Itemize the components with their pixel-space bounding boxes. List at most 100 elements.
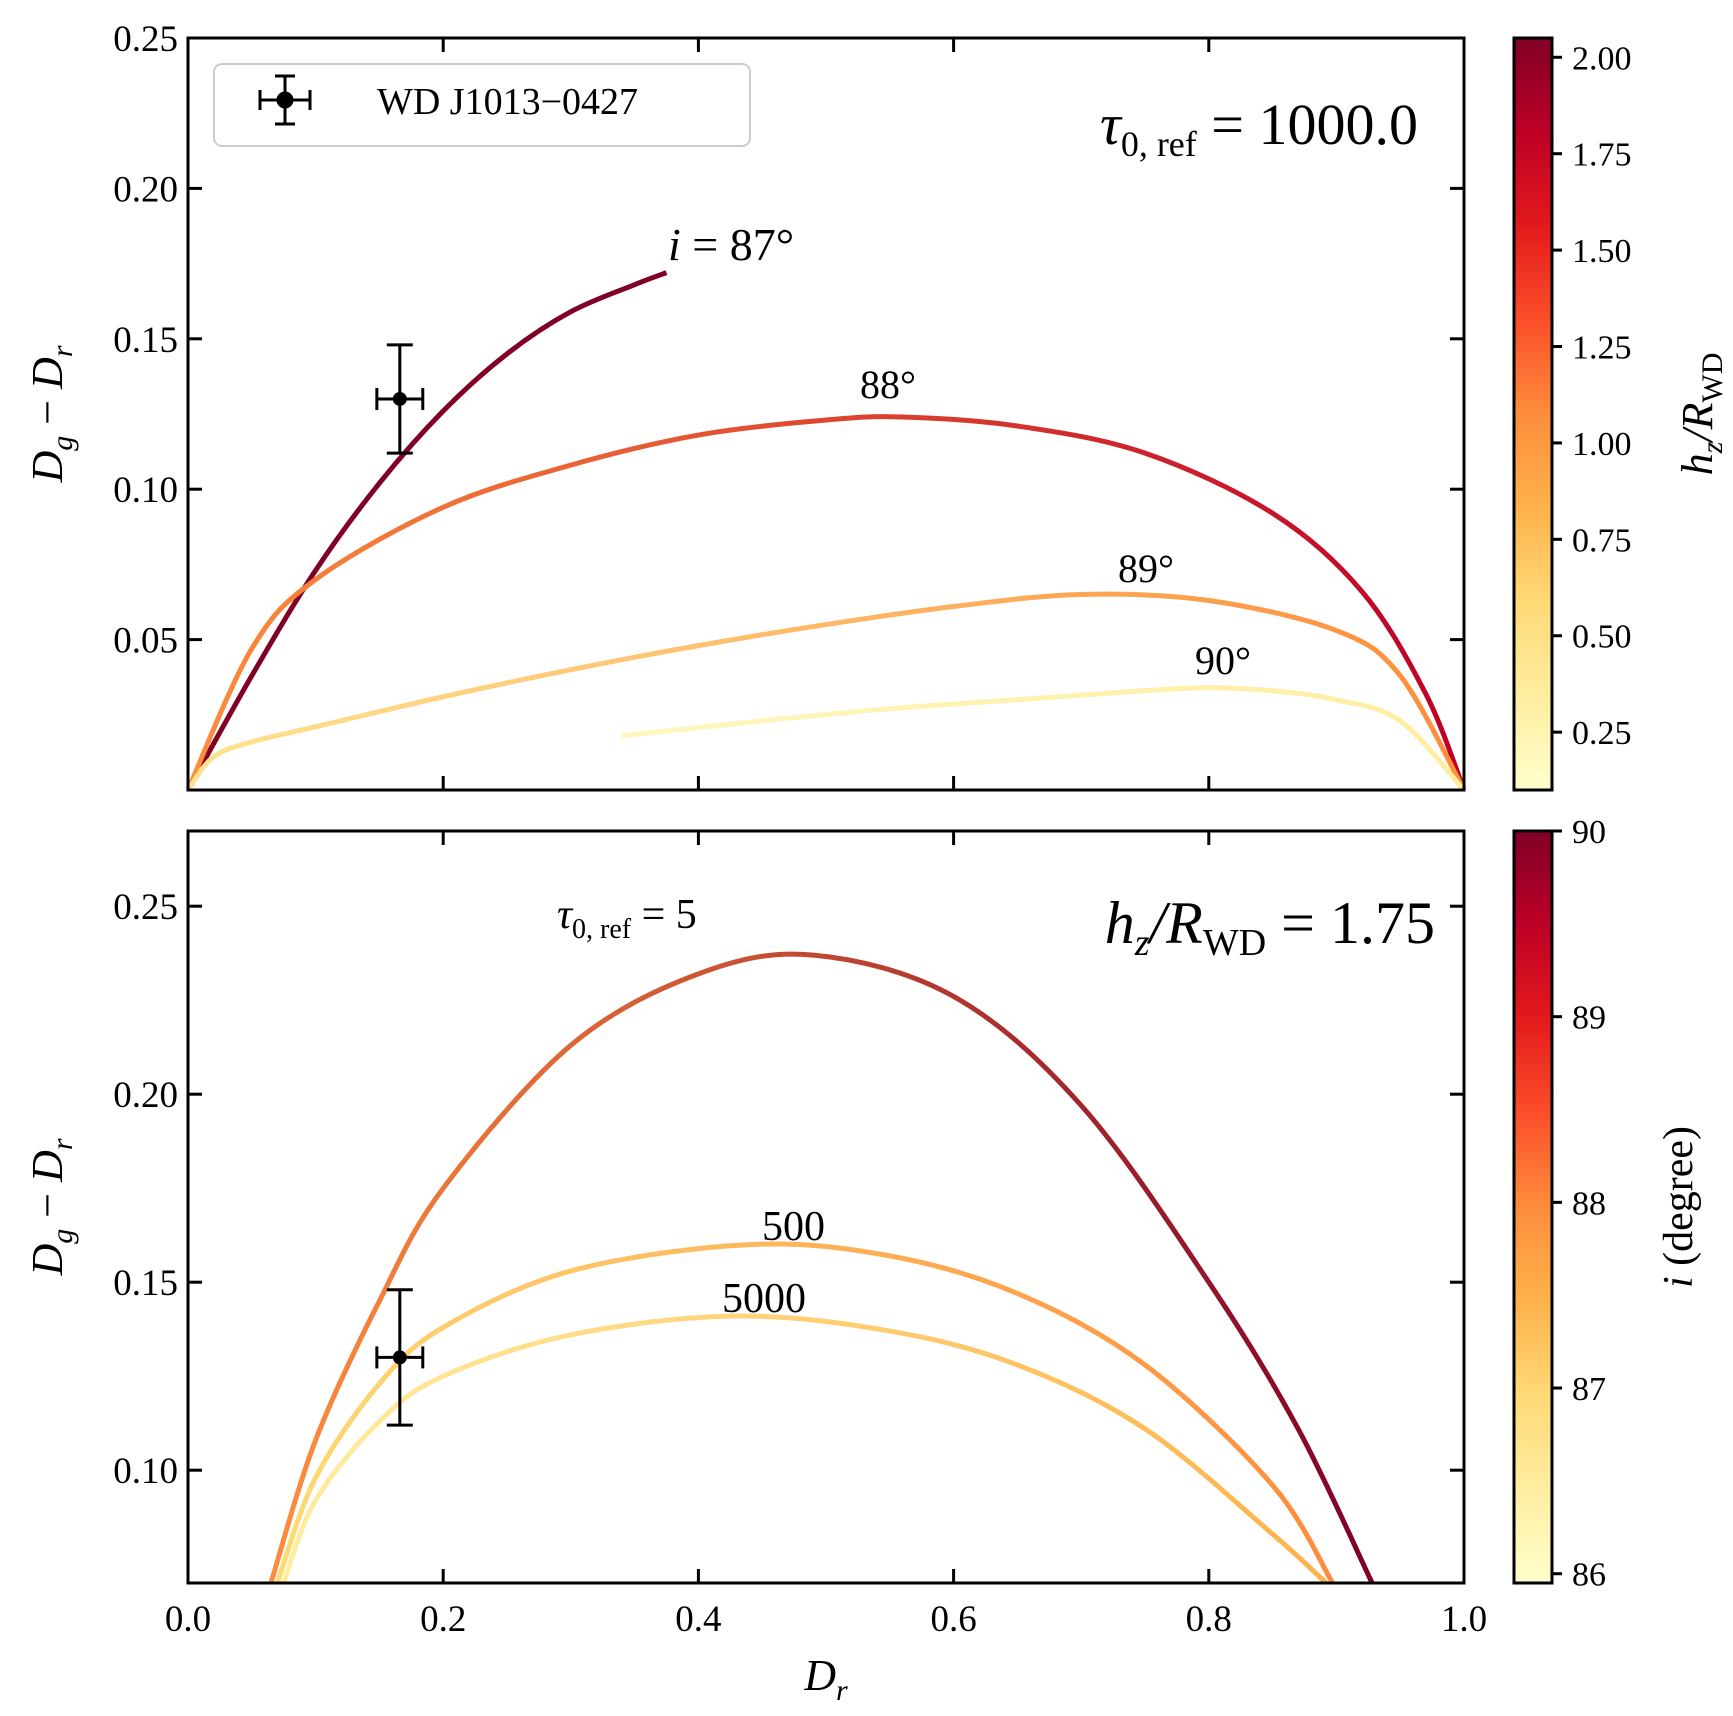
series-line-1 xyxy=(268,951,1375,1583)
top-tau-annotation: τ0, ref = 1000.0 xyxy=(1100,92,1418,164)
xtick-label: 0.4 xyxy=(675,1599,721,1640)
bottom-ylabel-sub-g: g xyxy=(46,1229,79,1244)
top-ylabel-minus: − xyxy=(23,389,72,436)
cb-tick-label: 2.00 xyxy=(1572,40,1632,77)
ytick-label: 0.20 xyxy=(113,1075,178,1116)
label-89: 89° xyxy=(1118,546,1174,591)
ytick-label: 0.15 xyxy=(113,320,178,361)
tau5-sub: 0, ref xyxy=(572,914,632,945)
cb-label-sub-wd: WD xyxy=(1696,353,1729,403)
tau-symbol: τ xyxy=(1100,92,1123,157)
hz-sub-wd: WD xyxy=(1203,922,1266,964)
cb-tick-label: 90 xyxy=(1572,814,1606,851)
bottom-colorbar-ticks: 86 87 88 89 90 xyxy=(1552,814,1606,1594)
bottom-panel: 0.10 0.15 0.20 0.25 0.0 0.2 0.4 0.6 0.8 1.0 hz/RW… xyxy=(23,814,1702,1707)
bottom-ylabel: Dg − Dr xyxy=(23,1138,79,1276)
cb-label-sub-z: z xyxy=(1696,441,1729,454)
bottom-series-group xyxy=(268,951,1375,1583)
tau5-symbol: τ xyxy=(557,892,574,938)
top-ylabel-d2: D xyxy=(23,357,72,390)
cb2-label-i: i xyxy=(1656,1276,1702,1288)
cb-tick-label: 87 xyxy=(1572,1371,1606,1408)
xlabel-d: D xyxy=(803,1651,836,1700)
series-line-2 xyxy=(185,414,1467,792)
label-i87-value: = 87° xyxy=(681,219,794,270)
top-errorbar-point xyxy=(375,343,425,455)
cb-tick-label: 1.25 xyxy=(1572,330,1632,367)
ytick-label: 0.05 xyxy=(113,621,178,662)
cb-tick-label: 0.50 xyxy=(1572,619,1632,656)
bottom-colorbar-label: i (degree) xyxy=(1656,1126,1702,1288)
xtick-label: 0.8 xyxy=(1186,1599,1232,1640)
cb-tick-label: 1.00 xyxy=(1572,426,1632,463)
ytick-label: 0.20 xyxy=(113,169,178,210)
xtick-label: 1.0 xyxy=(1441,1599,1487,1640)
label-i87-var: i xyxy=(668,219,681,270)
hz-sub: z xyxy=(1134,922,1150,964)
series-line-3 xyxy=(281,1313,1328,1583)
cb-tick-label: 1.75 xyxy=(1572,137,1632,174)
top-panel: 0.05 0.10 0.15 0.20 0.25 WD J1013−0427 τ0, r… xyxy=(23,19,1729,792)
label-88: 88° xyxy=(860,362,916,407)
ytick-label: 0.25 xyxy=(113,887,178,928)
top-series-group xyxy=(185,270,1467,792)
data-point xyxy=(392,1350,407,1365)
top-colorbar-label: hz/RWD xyxy=(1673,353,1729,476)
bottom-ylabel-minus: − xyxy=(23,1182,72,1229)
bottom-xlabel: Dr xyxy=(803,1651,848,1707)
top-ylabel: Dg − Dr xyxy=(23,345,79,483)
top-ylabel-d1: D xyxy=(23,451,72,484)
legend-label: WD J1013−0427 xyxy=(377,81,638,123)
tau-value: = 1000.0 xyxy=(1197,92,1418,157)
tau-subscript: 0, ref xyxy=(1121,124,1197,164)
bottom-ylabel-sub-r: r xyxy=(46,1138,79,1150)
label-500: 500 xyxy=(762,1204,825,1250)
legend: WD J1013−0427 xyxy=(213,63,751,147)
cb-tick-label: 0.75 xyxy=(1572,522,1632,559)
data-point xyxy=(392,391,407,406)
bottom-ylabel-d1: D xyxy=(23,1244,72,1277)
label-90: 90° xyxy=(1195,638,1251,683)
bottom-errorbar-point xyxy=(375,1288,425,1427)
top-colorbar xyxy=(1512,36,1554,792)
bottom-axis-ticks: 0.10 0.15 0.20 0.25 0.0 0.2 0.4 0.6 0.8 1.0 xyxy=(113,831,1487,1640)
top-axis-ticks: 0.05 0.10 0.15 0.20 0.25 xyxy=(113,19,1466,790)
top-plot-frame xyxy=(186,36,1466,792)
cb-tick-label: 1.50 xyxy=(1572,233,1632,270)
series-line-1 xyxy=(185,270,668,792)
tau5-value: = 5 xyxy=(631,892,697,938)
label-5000: 5000 xyxy=(722,1276,806,1322)
cb-tick-label: 88 xyxy=(1572,1185,1606,1222)
ytick-label: 0.15 xyxy=(113,1263,178,1304)
hz-value: = 1.75 xyxy=(1266,890,1435,956)
bottom-plot-frame xyxy=(186,829,1466,1585)
cb-label-h: h xyxy=(1673,453,1722,475)
top-ylabel-sub-r: r xyxy=(46,345,79,357)
ytick-label: 0.10 xyxy=(113,1451,178,1492)
label-i87: i = 87° xyxy=(668,219,794,270)
bottom-ylabel-d2: D xyxy=(23,1150,72,1183)
series-line-2 xyxy=(274,1241,1335,1583)
label-tau5: τ0, ref = 5 xyxy=(557,892,697,945)
top-colorbar-ticks: 0.25 0.50 0.75 1.00 1.25 1.50 1.75 2.00 xyxy=(1552,40,1632,752)
legend-box xyxy=(213,63,751,147)
xtick-label: 0.0 xyxy=(165,1599,211,1640)
xtick-label: 0.6 xyxy=(930,1599,976,1640)
bottom-hz-annotation: hz/RWD = 1.75 xyxy=(1105,890,1435,964)
cb-tick-label: 86 xyxy=(1572,1557,1606,1594)
ytick-label: 0.25 xyxy=(113,19,178,60)
cb-label-r: /R xyxy=(1673,402,1722,444)
hz-var: h xyxy=(1105,890,1135,956)
xlabel-sub-r: r xyxy=(836,1674,848,1707)
legend-marker xyxy=(258,74,312,126)
cb2-label-rest: (degree) xyxy=(1656,1126,1702,1276)
ytick-label: 0.10 xyxy=(113,470,178,511)
xtick-label: 0.2 xyxy=(420,1599,466,1640)
bottom-colorbar xyxy=(1512,829,1554,1585)
top-ylabel-sub-g: g xyxy=(46,436,79,451)
series-line-3 xyxy=(185,591,1467,792)
cb-tick-label: 89 xyxy=(1572,1000,1606,1037)
cb-tick-label: 0.25 xyxy=(1572,715,1632,752)
hz-slash-r: /R xyxy=(1147,890,1203,956)
